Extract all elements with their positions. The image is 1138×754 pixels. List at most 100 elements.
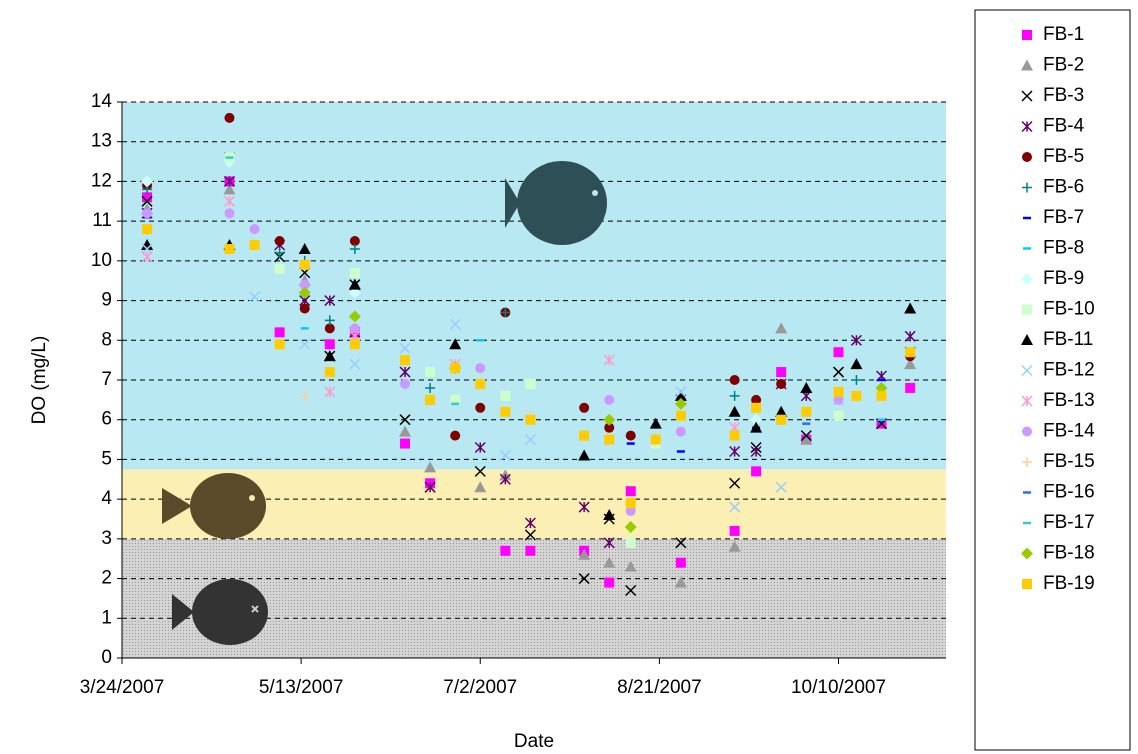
x-tick-label: 5/13/2007 — [259, 677, 344, 698]
point — [904, 302, 917, 314]
point — [400, 438, 411, 449]
legend-label: FB-11 — [1043, 329, 1093, 350]
legend-label: FB-1 — [1043, 24, 1084, 45]
legend-marker — [1022, 457, 1032, 467]
band — [122, 102, 946, 470]
point — [349, 323, 360, 334]
point — [904, 330, 916, 342]
legend-label: FB-15 — [1043, 451, 1095, 472]
y-tick-label: 9 — [101, 290, 112, 311]
legend-marker — [1021, 90, 1033, 102]
point — [450, 430, 461, 441]
legend-label: FB-6 — [1043, 177, 1084, 198]
point — [525, 414, 536, 425]
y-tick-label: 12 — [91, 170, 112, 191]
point — [904, 358, 917, 370]
point — [579, 430, 590, 441]
point — [400, 355, 411, 366]
point — [578, 573, 590, 585]
point — [425, 394, 436, 405]
happy-fish — [505, 161, 607, 245]
point — [274, 236, 285, 246]
x-tick-label: 8/21/2007 — [617, 677, 702, 698]
legend-label: FB-12 — [1043, 360, 1095, 381]
point — [800, 430, 812, 442]
point — [298, 242, 311, 254]
point — [399, 366, 411, 378]
point — [876, 390, 887, 401]
point — [324, 339, 335, 350]
y-tick-label: 0 — [101, 647, 112, 668]
point — [851, 390, 862, 401]
legend-label: FB-16 — [1043, 482, 1095, 503]
point — [141, 175, 154, 188]
point — [324, 367, 335, 378]
point — [349, 236, 360, 246]
point — [500, 406, 511, 417]
point — [424, 461, 437, 473]
point — [625, 430, 636, 441]
point — [603, 556, 616, 568]
point — [674, 397, 687, 410]
point — [675, 386, 687, 398]
point — [603, 413, 616, 426]
legend-label: FB-14 — [1043, 421, 1095, 442]
x-tick-label: 3/24/2007 — [80, 677, 165, 698]
point — [474, 481, 487, 493]
point — [400, 378, 411, 389]
point — [649, 417, 662, 429]
point — [604, 577, 615, 588]
point — [674, 576, 687, 588]
point — [274, 247, 285, 258]
point — [833, 386, 844, 397]
point — [223, 195, 236, 207]
y-tick-label: 10 — [91, 250, 112, 271]
point — [776, 378, 787, 389]
point — [348, 310, 361, 323]
point — [604, 434, 615, 445]
point — [299, 303, 310, 314]
point — [851, 375, 862, 385]
point — [729, 445, 741, 458]
point — [833, 410, 844, 421]
point — [625, 498, 636, 509]
legend-label: FB-4 — [1043, 116, 1085, 137]
point — [650, 434, 661, 445]
legend-label: FB-5 — [1043, 146, 1084, 167]
legend-label: FB-2 — [1043, 55, 1084, 76]
point — [299, 390, 310, 401]
y-tick-label: 1 — [101, 607, 112, 628]
point — [499, 473, 511, 485]
point — [274, 339, 285, 350]
point — [524, 434, 536, 446]
y-tick-label: 14 — [91, 91, 113, 112]
point — [141, 251, 153, 263]
legend-marker — [1021, 364, 1033, 377]
point — [399, 414, 411, 426]
legend-box — [974, 9, 1131, 751]
point — [141, 195, 153, 207]
point — [751, 466, 762, 477]
point — [604, 394, 615, 405]
point — [524, 517, 536, 529]
point — [475, 363, 486, 374]
point — [324, 386, 336, 398]
x-axis-label: Date — [514, 731, 554, 752]
point — [750, 445, 762, 458]
point — [449, 318, 461, 330]
legend-marker — [1022, 426, 1032, 437]
point — [525, 378, 536, 389]
point — [729, 390, 740, 401]
point — [425, 367, 436, 378]
point — [474, 441, 486, 454]
point — [800, 381, 813, 393]
point — [625, 486, 636, 497]
point — [224, 208, 235, 219]
point — [776, 367, 787, 378]
point — [224, 243, 235, 254]
legend-label: FB-9 — [1043, 268, 1084, 289]
point — [274, 327, 285, 338]
y-axis-label: DO (mg/L) — [29, 336, 50, 425]
point — [751, 394, 762, 405]
